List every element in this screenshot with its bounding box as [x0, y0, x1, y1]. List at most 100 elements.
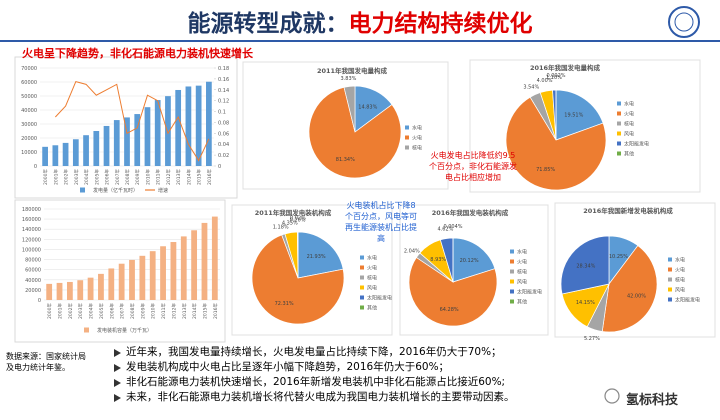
x-tick-label: 2001年	[52, 169, 59, 185]
y-tick-label: 20000	[21, 136, 37, 142]
x-tick-label: 2010年	[150, 303, 157, 319]
x-tick-label: 2013年	[175, 169, 182, 185]
watermark-icon	[604, 388, 620, 404]
legend-swatch	[617, 151, 621, 156]
data-label: 14.83%	[358, 105, 377, 111]
y2-tick-label: 0.1	[218, 110, 226, 116]
legend-label: 风电	[624, 131, 634, 138]
legend-swatch	[510, 259, 514, 264]
bullet: 发电装机构成中火电占比呈逐年小幅下降趋势，2016年仍大于60%；	[112, 360, 612, 375]
y-tick-label: 40000	[21, 108, 37, 114]
data-label: 42.00%	[627, 293, 646, 299]
y-tick-label: 30000	[21, 122, 37, 128]
legend-label: 火电	[367, 265, 377, 272]
legend-label: 风电	[675, 287, 685, 294]
chart-title: 2011年我国发电装机构成	[255, 208, 332, 217]
legend-label: 水电	[624, 101, 634, 108]
x-tick-label: 2015年	[201, 303, 208, 319]
data-label: 3.83%	[341, 76, 357, 82]
legend-swatch	[510, 279, 514, 284]
y-tick-label: 100000	[22, 247, 41, 253]
x-tick-label: 2009年	[134, 169, 141, 185]
y2-tick-label: 0.06	[218, 131, 229, 137]
legend-label: 水电	[412, 125, 422, 132]
legend-swatch	[405, 135, 409, 140]
bar	[139, 255, 146, 300]
data-label: 1.10%	[546, 75, 562, 81]
pie-slice	[343, 85, 356, 133]
x-tick-label: 2016年	[212, 303, 219, 319]
bar	[195, 85, 202, 166]
y-tick-label: 0	[34, 164, 37, 170]
x-tick-label: 2001年	[57, 303, 64, 319]
y2-tick-label: 0.18	[218, 66, 229, 72]
x-tick-label: 2000年	[46, 303, 53, 319]
watermark: 氢标科技	[626, 393, 679, 408]
legend-label: 水电	[517, 249, 527, 256]
pie-slice	[452, 237, 496, 283]
bar	[134, 114, 141, 166]
y2-tick-label: 0	[218, 164, 221, 170]
bar	[154, 100, 161, 166]
bar	[211, 216, 218, 300]
data-label: 0.20%	[290, 218, 306, 224]
pie-slice	[505, 96, 607, 191]
bar	[87, 277, 94, 300]
x-tick-label: 2007年	[114, 169, 121, 185]
bar	[149, 251, 156, 300]
title-part: 能源转型成就：	[187, 11, 349, 37]
pie-slice	[251, 234, 345, 325]
bullet-list: 近年来，我国发电量持续增长，火电发电量占比持续下降，2016年仍大于70%； 发…	[112, 345, 612, 405]
bar	[108, 268, 115, 300]
data-label: 2.04%	[404, 248, 420, 254]
y-tick-label: 80000	[25, 258, 41, 264]
legend-swatch	[360, 295, 364, 300]
legend-swatch	[617, 111, 621, 116]
data-label: 81.34%	[336, 157, 355, 163]
subtitle: 火电呈下降趋势，非化石能源电力装机快速增长	[22, 47, 253, 60]
legend-swatch	[617, 141, 621, 146]
x-tick-label: 2012年	[170, 303, 177, 319]
x-tick-label: 2006年	[108, 303, 115, 319]
x-tick-label: 2010年	[144, 169, 151, 185]
x-tick-label: 2012年	[165, 169, 172, 185]
legend-label: 发电量（亿千瓦时）	[93, 187, 138, 194]
y-tick-label: 60000	[21, 80, 37, 86]
bar	[144, 107, 151, 166]
y-tick-label: 0	[38, 298, 41, 304]
legend-swatch	[510, 289, 514, 294]
legend-label: 太阳能发电	[367, 295, 392, 302]
y-tick-label: 180000	[22, 207, 41, 213]
logo	[668, 6, 700, 38]
y2-tick-label: 0.08	[218, 120, 229, 126]
legend-label: 增速	[158, 187, 168, 194]
legend-swatch	[80, 187, 85, 193]
legend-swatch	[360, 275, 364, 280]
legend-label: 火电	[412, 135, 422, 142]
line	[54, 81, 210, 162]
y2-tick-label: 0.16	[218, 77, 229, 83]
legend-swatch	[617, 101, 621, 106]
y-tick-label: 60000	[25, 268, 41, 274]
x-tick-label: 2011年	[155, 169, 162, 185]
data-label: 1.18%	[273, 225, 289, 231]
legend-swatch	[360, 255, 364, 260]
bar	[77, 280, 84, 300]
x-tick-label: 2014年	[191, 303, 198, 319]
legend-swatch	[510, 299, 514, 304]
bar	[52, 145, 59, 166]
pie-slice	[555, 89, 604, 141]
legend-label: 火电	[517, 259, 527, 266]
y2-tick-label: 0.02	[218, 153, 229, 159]
pie-slice	[560, 235, 610, 295]
legend-label: 风电	[367, 285, 377, 292]
legend-label: 核电	[367, 275, 377, 282]
x-tick-label: 2006年	[104, 169, 111, 185]
x-tick-label: 2004年	[88, 303, 95, 319]
x-tick-label: 2013年	[181, 303, 188, 319]
data-label: 8.93%	[430, 257, 446, 263]
legend-swatch	[668, 277, 672, 282]
data-label: 3.54%	[523, 84, 539, 90]
legend-swatch	[617, 131, 621, 136]
legend-label: 火电	[675, 267, 685, 274]
